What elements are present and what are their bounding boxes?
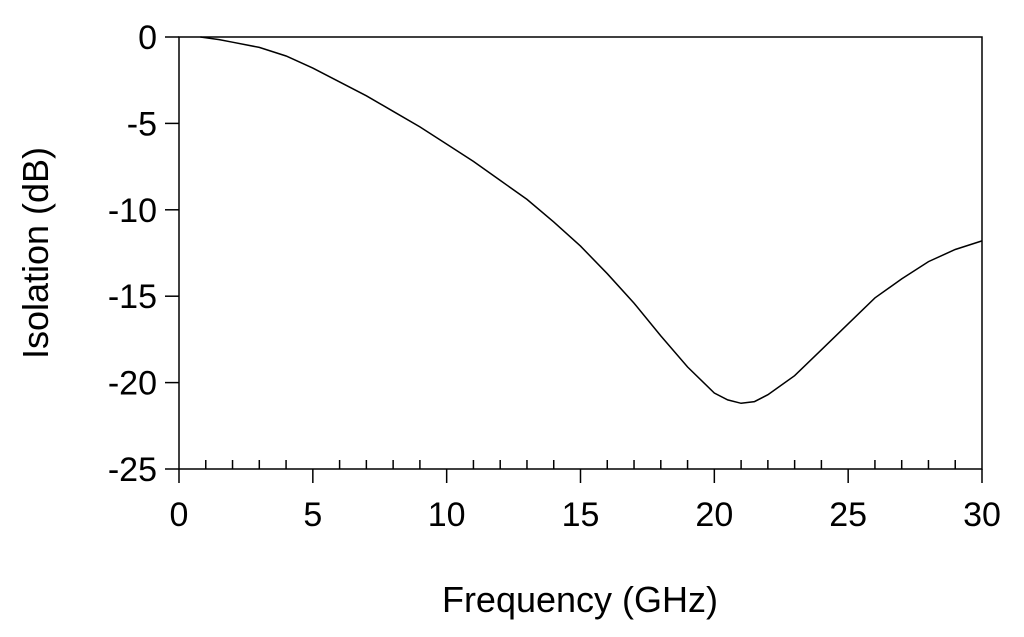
x-tick-label: 15 [562, 496, 600, 534]
y-tick-label: -15 [108, 278, 157, 316]
y-tick-label: -5 [127, 105, 157, 143]
y-tick-label: -25 [108, 451, 157, 489]
x-axis-title: Frequency (GHz) [442, 579, 718, 620]
y-tick-label: -20 [108, 365, 157, 403]
y-tick-label: 0 [138, 19, 157, 57]
plot-area-frame [178, 36, 983, 470]
x-tick-label: 10 [428, 496, 466, 534]
x-tick-label: 30 [963, 496, 1001, 534]
x-tick-label: 5 [303, 496, 322, 534]
axis-ticks [165, 36, 983, 483]
isolation-series-line [200, 36, 983, 405]
y-axis-title: Isolation (dB) [15, 147, 56, 359]
x-tick-label: 20 [695, 496, 733, 534]
y-tick-label: -10 [108, 192, 157, 230]
x-tick-label: 25 [829, 496, 867, 534]
axis-tick-labels: 0 5 10 15 20 25 30 0 -5 -10 -15 -20 -25 [108, 19, 1001, 534]
x-tick-label: 0 [170, 496, 189, 534]
